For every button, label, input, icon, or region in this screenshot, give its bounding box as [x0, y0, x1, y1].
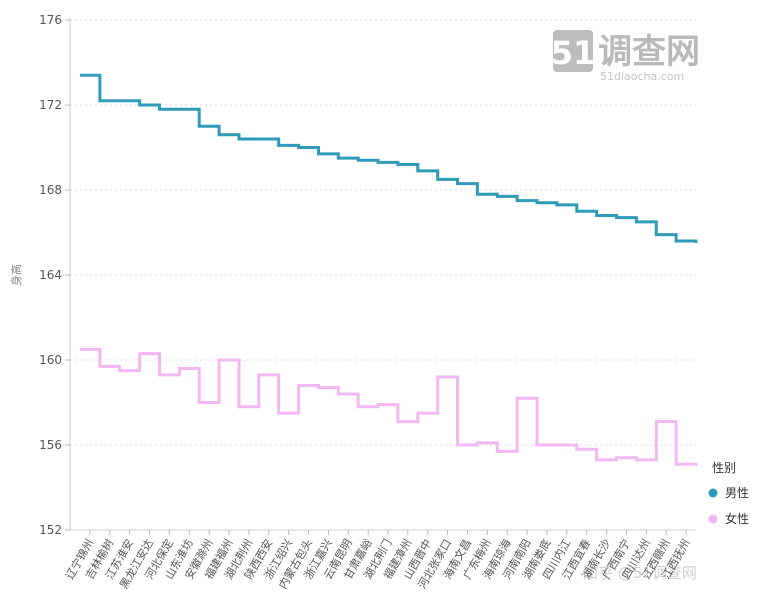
y-tick-label: 172: [39, 98, 62, 112]
watermark-bottom-text: 知乎 @51调查网: [583, 564, 697, 582]
watermark-logo-number: 51: [551, 34, 596, 72]
y-axis-label: 身高: [9, 264, 23, 286]
y-tick-label: 160: [39, 353, 62, 367]
y-tick-label: 156: [39, 438, 62, 452]
y-tick-label: 152: [39, 523, 62, 537]
legend-marker-male[interactable]: [708, 488, 718, 498]
series-lines: [80, 73, 698, 467]
watermark-logo-text: 调查网: [598, 32, 700, 72]
watermark-logo-box: [553, 30, 593, 72]
y-tick-label: 176: [39, 13, 62, 27]
y-tick-label: 168: [39, 183, 62, 197]
legend-title: 性别: [712, 461, 736, 475]
series-line-female: [80, 347, 698, 467]
watermark-url: 51diaocha.com: [600, 70, 684, 83]
y-tick-label: 164: [39, 268, 62, 282]
grid-lines: [70, 19, 696, 446]
series-line-male: [80, 73, 698, 243]
watermark: 51 调查网 51diaocha.com 知乎 @51调查网: [551, 30, 700, 582]
axes: [69, 18, 696, 531]
legend-label-female[interactable]: 女性: [725, 511, 749, 526]
y-axis-ticks: 152 156 160 164 168 172 176: [39, 13, 70, 537]
legend-label-male[interactable]: 男性: [725, 486, 749, 500]
legend-marker-female[interactable]: [708, 514, 718, 524]
